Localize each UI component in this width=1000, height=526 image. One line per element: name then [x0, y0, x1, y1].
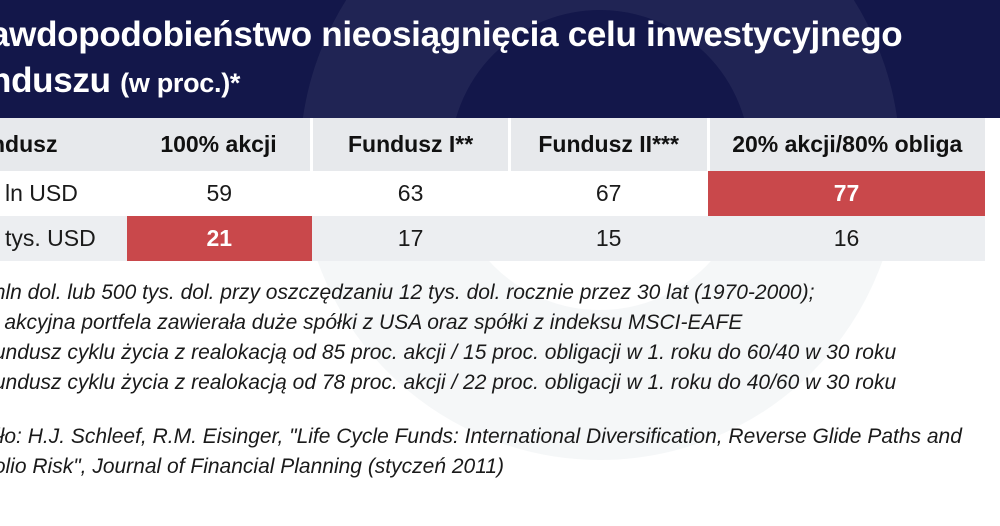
source-note: dło: H.J. Schleef, R.M. Eisinger, "Life …	[0, 422, 962, 482]
footnotes: mln dol. lub 500 tys. dol. przy oszczędz…	[0, 278, 896, 398]
footnote: mln dol. lub 500 tys. dol. przy oszczędz…	[0, 281, 815, 304]
footnote: fundusz cyklu życia z realokacją od 85 p…	[0, 341, 897, 364]
footnote: fundusz cyklu życia z realokacją od 78 p…	[0, 371, 897, 394]
table-cell: 63	[311, 171, 510, 216]
table-cell-highlighted: 21	[126, 216, 312, 261]
column-header: Fundusz I**	[310, 118, 510, 171]
title-line2: nduszu	[0, 61, 111, 100]
chart-title: awdopodobieństwo nieosiągnięcia celu inw…	[0, 12, 903, 106]
table-row: ln USD 59 63 67 77	[0, 171, 985, 216]
table-row: tys. USD 21 17 15 16	[0, 216, 985, 261]
title-unit: (w proc.)*	[120, 68, 241, 98]
table-cell: 59	[126, 171, 312, 216]
table-cell: 17	[311, 216, 510, 261]
title-banner: awdopodobieństwo nieosiągnięcia celu inw…	[0, 0, 1000, 118]
column-header: Fundusz II***	[507, 118, 709, 171]
column-header: 100% akcji	[126, 118, 312, 171]
table-cell: 15	[509, 216, 709, 261]
table-cell: 67	[509, 171, 709, 216]
table-header-row: ndusz 100% akcji Fundusz I** Fundusz II*…	[0, 118, 985, 171]
table-cell-highlighted: 77	[708, 171, 985, 216]
column-header: 20% akcji/80% obliga	[706, 118, 985, 171]
column-header: ndusz	[0, 118, 127, 171]
table-cell: 16	[708, 216, 985, 261]
source-line: folio Risk", Journal of Financial Planni…	[0, 455, 504, 478]
title-main: awdopodobieństwo nieosiągnięcia celu inw…	[0, 15, 903, 54]
footnote: ć akcyjna portfela zawierała duże spółki…	[0, 311, 743, 334]
row-label: ln USD	[0, 171, 127, 216]
source-line: dło: H.J. Schleef, R.M. Eisinger, "Life …	[0, 425, 962, 448]
row-label: tys. USD	[0, 216, 127, 261]
data-table: ndusz 100% akcji Fundusz I** Fundusz II*…	[0, 118, 985, 261]
